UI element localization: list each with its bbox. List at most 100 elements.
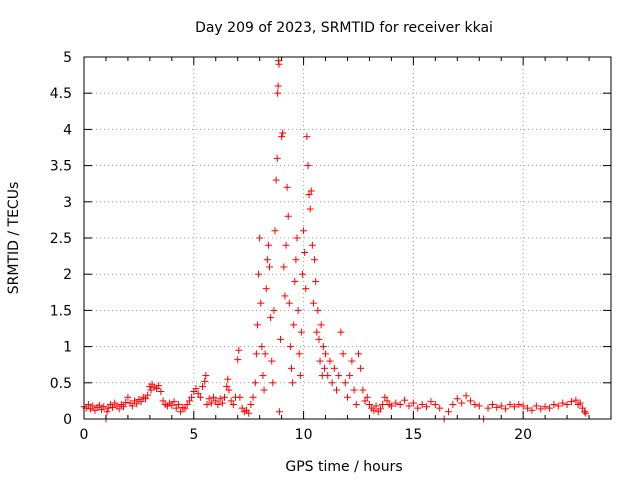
data-point <box>133 400 141 408</box>
data-point <box>458 399 466 407</box>
data-point <box>104 404 112 412</box>
data-point <box>532 402 540 410</box>
data-point <box>283 183 291 191</box>
data-point <box>502 405 510 413</box>
y-axis-label: SRMTID / TECUs <box>6 182 22 295</box>
data-point <box>381 393 389 401</box>
data-point <box>199 382 207 390</box>
data-point <box>314 306 322 314</box>
data-point <box>301 248 309 256</box>
x-tick-label: 10 <box>295 427 313 443</box>
x-tick-label: 0 <box>80 427 89 443</box>
data-point <box>320 364 328 372</box>
data-point <box>445 408 453 416</box>
data-point <box>567 398 575 406</box>
y-tick-label: 2.5 <box>50 231 72 247</box>
data-point <box>506 401 514 409</box>
data-point <box>309 299 317 307</box>
data-point <box>372 402 380 410</box>
data-point <box>274 82 282 90</box>
data-point <box>225 386 233 394</box>
data-point <box>572 396 580 404</box>
tick-labels: 0 5 10 15 20 0 0.5 1 1.5 2 2.5 3 3.5 4 4.5 5 <box>50 50 532 443</box>
data-point <box>147 386 155 394</box>
data-point <box>537 405 545 413</box>
data-point <box>196 393 204 401</box>
data-point <box>541 403 549 411</box>
data-point <box>245 409 253 417</box>
x-tick-label: 5 <box>189 427 198 443</box>
data-point <box>387 402 395 410</box>
data-point <box>306 205 314 213</box>
data-point <box>303 133 311 141</box>
data-point <box>268 357 276 365</box>
x-tick-label: 20 <box>514 427 532 443</box>
data-point <box>279 129 287 137</box>
data-point <box>223 382 231 390</box>
data-point <box>554 402 562 410</box>
data-point <box>235 346 243 354</box>
data-point <box>328 379 336 387</box>
data-point <box>333 386 341 394</box>
data-point <box>427 398 435 406</box>
data-point <box>559 399 567 407</box>
data-point <box>260 386 268 394</box>
data-point <box>578 404 586 412</box>
data-point <box>115 405 123 413</box>
data-point <box>475 402 483 410</box>
data-point <box>234 356 242 364</box>
data-point <box>524 404 532 412</box>
data-point <box>315 335 323 343</box>
data-point <box>271 227 279 235</box>
data-point <box>100 403 108 411</box>
data-point <box>307 187 315 195</box>
data-point <box>311 256 319 264</box>
data-point <box>563 401 571 409</box>
data-point <box>339 350 347 358</box>
data-point <box>170 398 178 406</box>
data-point <box>290 321 298 329</box>
data-point <box>576 399 584 407</box>
data-point <box>546 404 554 412</box>
data-point <box>363 393 371 401</box>
data-point <box>264 241 272 249</box>
data-point <box>379 401 387 409</box>
data-point <box>466 397 474 405</box>
data-point <box>192 385 200 393</box>
data-point <box>229 401 237 409</box>
axis-ticks <box>83 56 612 420</box>
data-point <box>109 403 117 411</box>
data-point <box>183 401 191 409</box>
data-point <box>300 227 308 235</box>
data-point <box>227 397 235 405</box>
data-point <box>462 392 470 400</box>
data-point <box>352 401 360 409</box>
data-point <box>484 404 492 412</box>
y-tick-label: 4 <box>63 122 72 138</box>
data-point <box>296 372 304 380</box>
data-point <box>202 372 210 380</box>
data-point <box>326 357 334 365</box>
data-point <box>256 234 264 242</box>
y-tick-label: 0.5 <box>50 376 72 392</box>
data-point <box>272 176 280 184</box>
data-point <box>212 397 220 405</box>
data-point <box>392 399 400 407</box>
data-point <box>405 402 413 410</box>
data-point <box>273 154 281 162</box>
data-point <box>168 401 176 409</box>
data-point <box>120 403 128 411</box>
data-point <box>528 406 536 414</box>
grid <box>84 57 611 419</box>
y-tick-label: 2 <box>63 267 72 283</box>
data-point <box>288 364 296 372</box>
data-point <box>258 343 266 351</box>
data-point <box>316 357 324 365</box>
data-point <box>488 401 496 409</box>
data-point <box>255 270 263 278</box>
data-point <box>581 408 589 416</box>
data-point <box>218 399 226 407</box>
data-point <box>383 397 391 405</box>
data-point <box>396 401 404 409</box>
